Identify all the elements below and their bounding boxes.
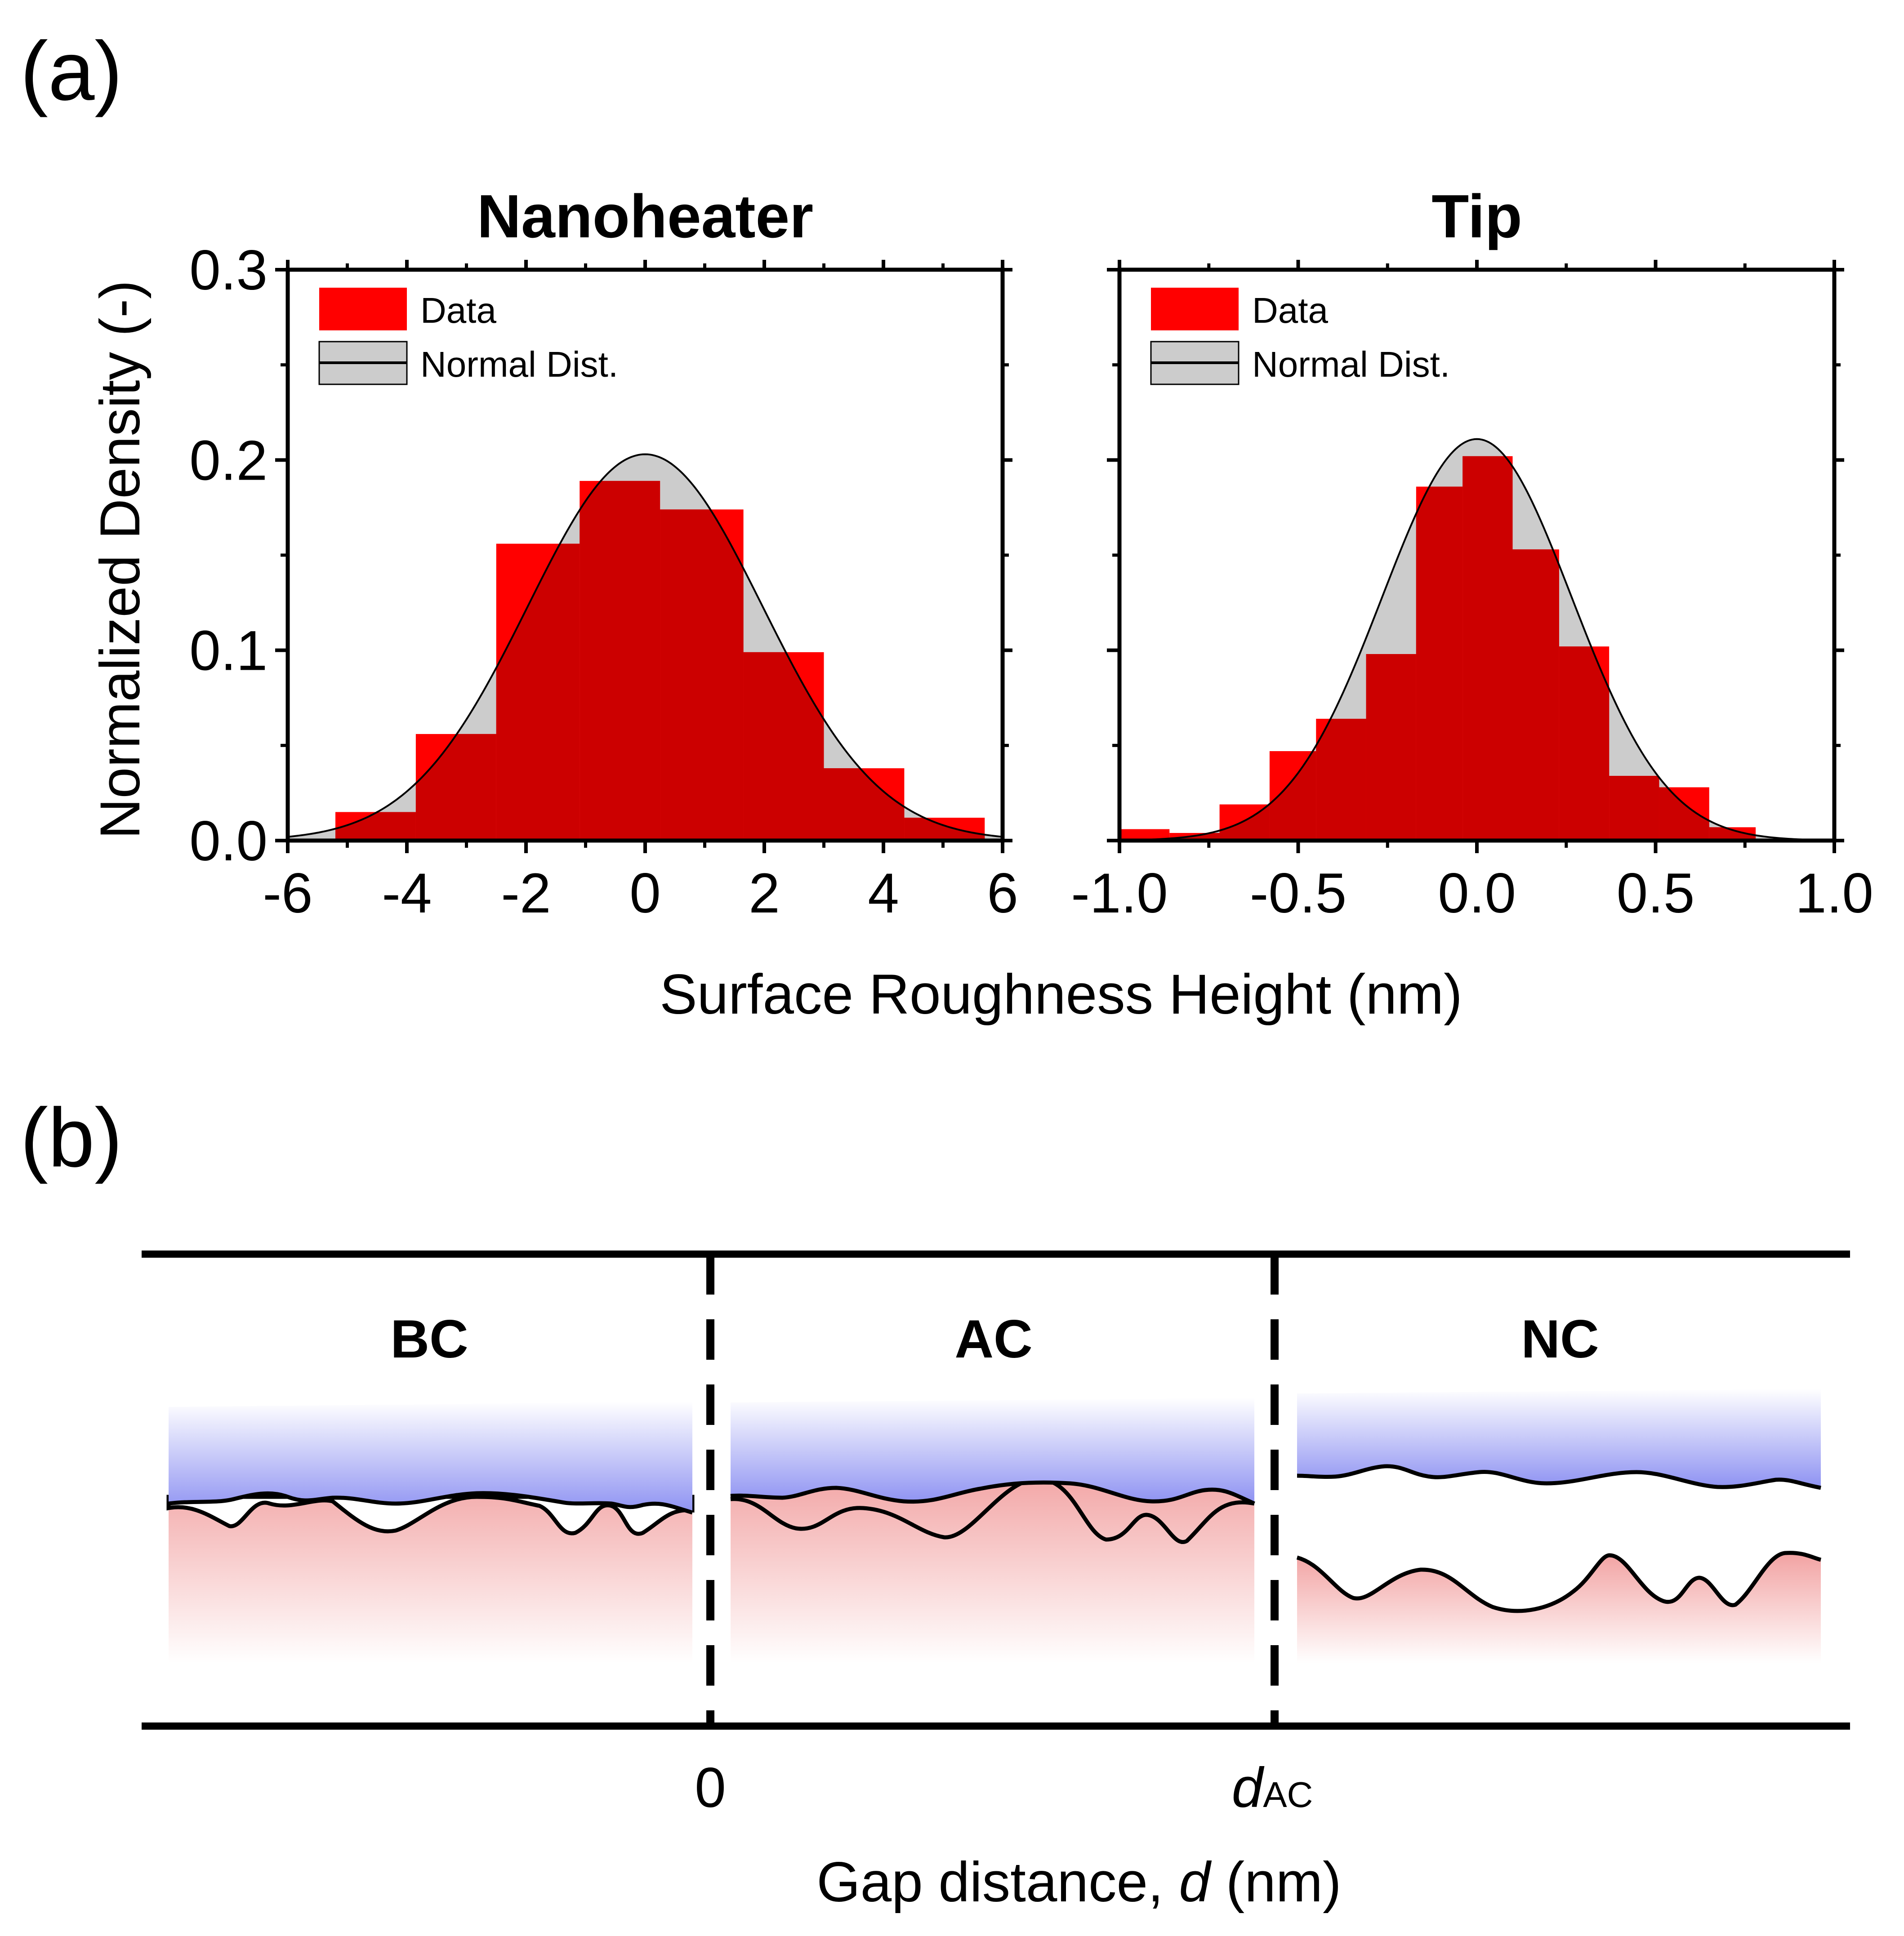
gap-distance-var: d bbox=[1179, 1851, 1212, 1914]
nanoheater-x-tick-label: 2 bbox=[749, 862, 780, 925]
nanoheater-x-tick-label: 4 bbox=[868, 862, 899, 925]
ac-bottom-surface bbox=[731, 1483, 1254, 1663]
legend-normal-label: Normal Dist. bbox=[420, 344, 618, 384]
gap-distance-label: Gap distance, d (nm) bbox=[816, 1851, 1341, 1914]
nanoheater-legend: Data Normal Dist. bbox=[318, 288, 618, 385]
nanoheater-x-tick-label: -2 bbox=[501, 862, 551, 925]
nanoheater-bar-overlap bbox=[743, 652, 824, 841]
y-axis-label: Normalized Density (-) bbox=[89, 280, 152, 839]
gap-distance-unit: (nm) bbox=[1210, 1851, 1342, 1914]
nc-top-profile bbox=[1297, 1464, 1821, 1490]
bc-top-surface bbox=[169, 1402, 692, 1513]
tip-bar-overlap bbox=[1659, 787, 1709, 841]
nanoheater-x-tick-label: -4 bbox=[382, 862, 432, 925]
legend-data-label: Data bbox=[420, 290, 496, 330]
tip-chart: Tip -1.0 -0.5 0.0 0.5 1.0 Data Normal Dist. bbox=[1071, 182, 1873, 925]
boundary-dac-subscript: AC bbox=[1263, 1775, 1313, 1815]
nanoheater-title: Nanoheater bbox=[477, 182, 813, 250]
nc-bottom-profile bbox=[1296, 1551, 1822, 1613]
nc-top-surface bbox=[1297, 1389, 1821, 1488]
nanoheater-bar-overlap bbox=[660, 509, 744, 841]
tip-bar-overlap bbox=[1316, 719, 1366, 841]
boundary-dac-var: d bbox=[1232, 1757, 1265, 1819]
region-label-ac: AC bbox=[954, 1309, 1032, 1369]
boundary-dac-label: dAC bbox=[1232, 1757, 1313, 1819]
nanoheater-x-tick-label: -6 bbox=[263, 862, 312, 925]
tip-normal-curve bbox=[1119, 438, 1834, 841]
bc-surfaces bbox=[166, 1402, 695, 1663]
tip-bar-overlap bbox=[1512, 549, 1559, 841]
tip-bar-overlap bbox=[1416, 486, 1463, 841]
nanoheater-y-tick-label: 0.2 bbox=[189, 429, 268, 492]
tip-bar-overlap bbox=[1366, 654, 1416, 841]
ac-top-profile bbox=[730, 1480, 1255, 1506]
panel-a-label: (a) bbox=[20, 25, 122, 118]
tip-x-tick-label: -1.0 bbox=[1071, 862, 1168, 925]
nanoheater-y-tick-label: 0.1 bbox=[189, 620, 268, 682]
nc-bottom-surface bbox=[1297, 1553, 1821, 1663]
contact-regime-schematic: BC AC NC 0 dAC Gap distance, d (nm) bbox=[142, 1251, 1850, 1914]
nanoheater-plot-area bbox=[288, 453, 1003, 841]
tip-bar-overlap bbox=[1609, 776, 1659, 841]
nc-surfaces bbox=[1296, 1389, 1822, 1663]
nanoheater-y-tick-label: 0.0 bbox=[189, 810, 268, 872]
ac-surfaces bbox=[730, 1398, 1255, 1663]
panel-b-label: (b) bbox=[20, 1091, 122, 1184]
x-axis-label: Surface Roughness Height (nm) bbox=[660, 963, 1463, 1026]
nanoheater-bar-overlap bbox=[496, 543, 580, 841]
nanoheater-bar-overlap bbox=[824, 768, 905, 841]
nanoheater-x-tick-label: 6 bbox=[987, 862, 1018, 925]
nanoheater-bar-overlap bbox=[580, 481, 660, 841]
tip-title: Tip bbox=[1431, 182, 1522, 250]
gap-distance-prefix: Gap distance, bbox=[816, 1851, 1179, 1914]
tip-marks bbox=[1117, 267, 1837, 843]
nanoheater-bar-overlap bbox=[904, 818, 985, 841]
tip-plot-area bbox=[1119, 438, 1834, 841]
region-label-bc: BC bbox=[390, 1309, 468, 1369]
tip-x-tick-label: 1.0 bbox=[1795, 862, 1873, 925]
region-label-nc: NC bbox=[1521, 1309, 1599, 1369]
bc-top-profile bbox=[168, 1491, 693, 1515]
tip-x-tick-label: 0.5 bbox=[1617, 862, 1695, 925]
legend-data-swatch bbox=[319, 288, 407, 330]
nanoheater-ticks: -6 -4 -2 0 2 4 6 0.0 0.1 0.2 0.3 bbox=[189, 239, 1018, 925]
boundary-zero-label: 0 bbox=[695, 1757, 726, 1819]
legend-data-label: Data bbox=[1252, 290, 1328, 330]
tip-bar-overlap bbox=[1709, 827, 1756, 841]
tip-bar-overlap bbox=[1559, 646, 1610, 841]
legend-data-swatch bbox=[1151, 288, 1239, 330]
tip-x-tick-label: 0.0 bbox=[1438, 862, 1516, 925]
ac-top-surface bbox=[731, 1398, 1254, 1504]
nanoheater-y-tick-label: 0.3 bbox=[189, 239, 268, 302]
tip-ticks: -1.0 -0.5 0.0 0.5 1.0 bbox=[1071, 260, 1873, 925]
tip-x-tick-label: -0.5 bbox=[1250, 862, 1347, 925]
nanoheater-bar-overlap bbox=[415, 734, 496, 841]
legend-normal-label: Normal Dist. bbox=[1252, 344, 1450, 384]
nanoheater-chart: Nanoheater -6 -4 -2 0 2 4 6 0.0 0.1 0.2 0.3 Data N… bbox=[189, 182, 1018, 925]
nanoheater-bar-overlap bbox=[335, 812, 416, 841]
tip-bar-overlap bbox=[1463, 456, 1513, 841]
nanoheater-normal-curve bbox=[288, 453, 1003, 838]
nanoheater-x-tick-label: 0 bbox=[629, 862, 661, 925]
bc-bottom-profile bbox=[166, 1495, 695, 1536]
tip-legend: Data Normal Dist. bbox=[1150, 288, 1450, 385]
tip-bar-overlap bbox=[1269, 751, 1316, 841]
